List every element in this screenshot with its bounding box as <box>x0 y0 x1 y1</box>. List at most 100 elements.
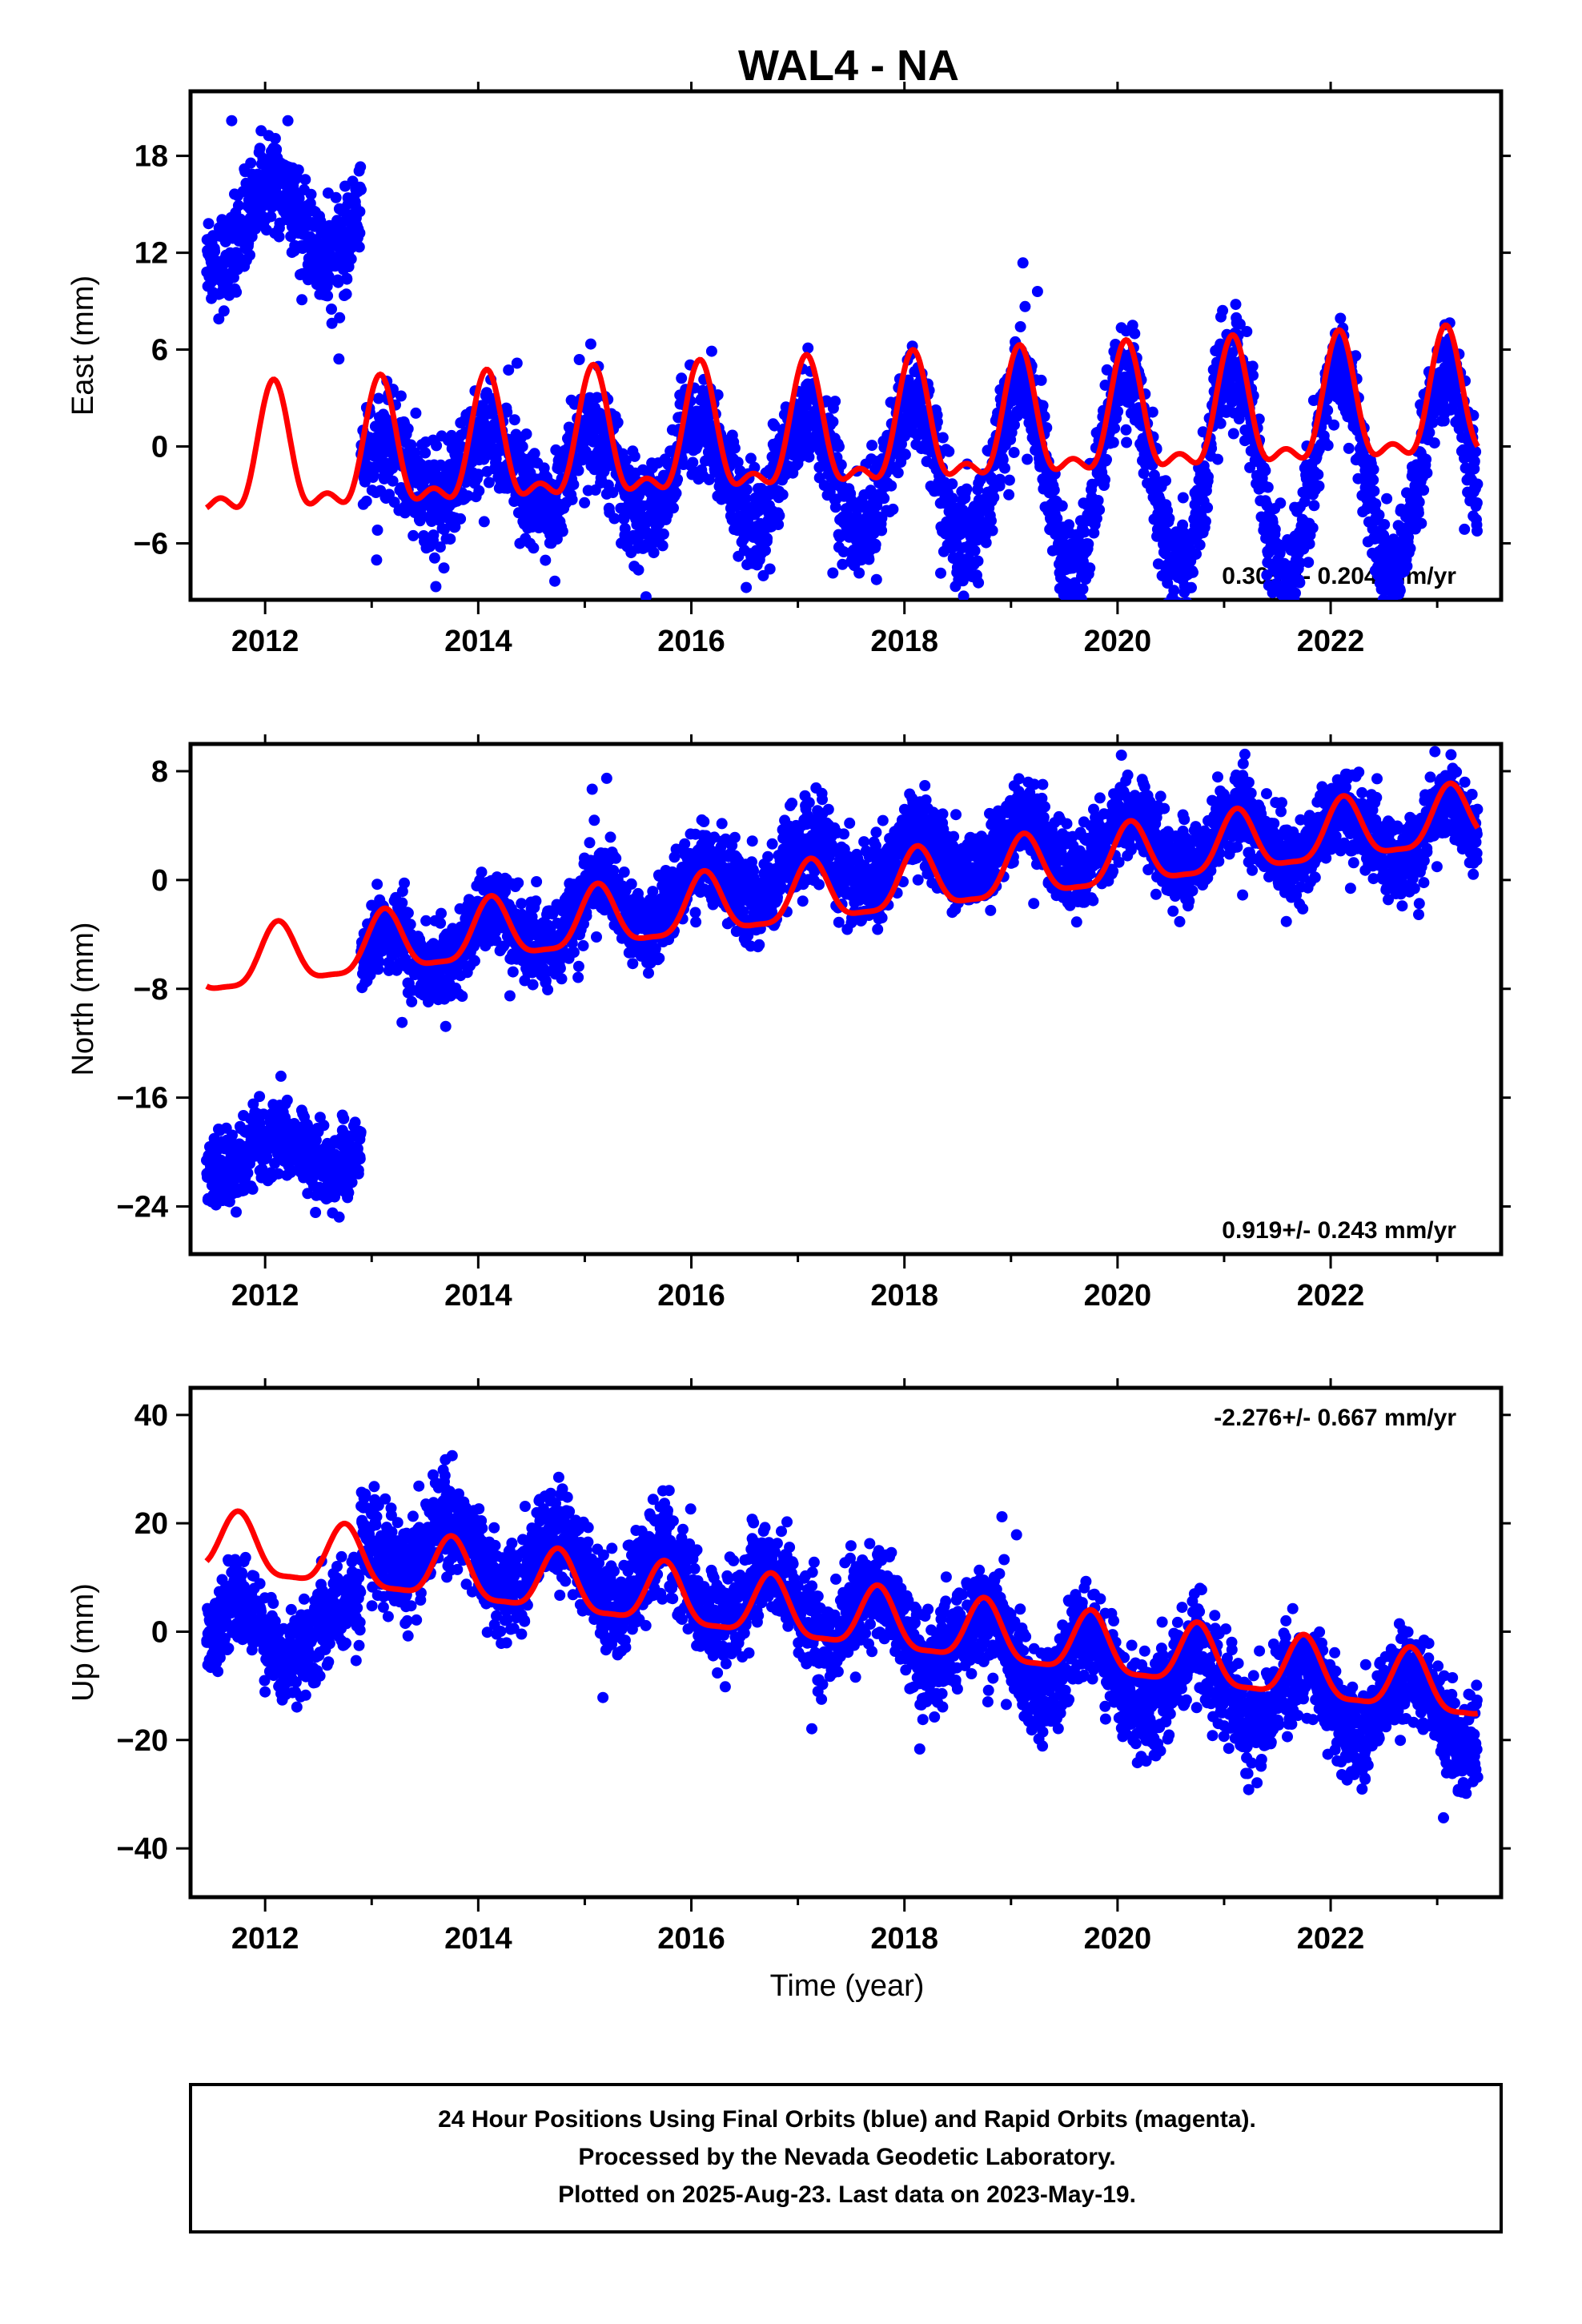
data-point <box>322 290 334 302</box>
y-tick-label: −8 <box>134 973 168 1007</box>
data-point <box>232 199 244 211</box>
data-point <box>1194 539 1206 551</box>
data-point <box>853 567 865 579</box>
rate-label: 0.305+/- 0.204 mm/yr <box>1222 563 1456 589</box>
data-point <box>1094 504 1106 516</box>
data-point <box>1459 523 1471 535</box>
data-point <box>584 338 596 350</box>
data-point <box>512 877 524 889</box>
data-point <box>292 164 304 176</box>
data-point <box>1312 468 1324 480</box>
data-point <box>511 357 523 369</box>
data-point <box>632 564 644 576</box>
data-point <box>1287 610 1298 621</box>
data-point <box>620 454 632 466</box>
data-point <box>1170 621 1181 632</box>
data-point <box>263 0 275 7</box>
y-tick-label: 0 <box>151 430 168 464</box>
data-point <box>1184 607 1195 618</box>
data-point <box>1212 453 1223 465</box>
data-point <box>1472 478 1484 490</box>
data-point <box>1276 624 1287 635</box>
data-point <box>1074 611 1085 622</box>
data-point <box>943 445 955 457</box>
data-point <box>282 115 294 127</box>
data-point <box>1322 440 1334 452</box>
data-point <box>355 161 367 173</box>
data-point <box>1177 492 1189 504</box>
data-point <box>540 554 552 566</box>
y-axis-label: East (mm) <box>66 275 100 416</box>
data-point <box>507 966 519 978</box>
y-axis-label: North (mm) <box>66 922 100 1076</box>
data-point <box>1160 475 1171 487</box>
data-point <box>216 214 228 226</box>
data-point <box>1401 561 1413 572</box>
data-point <box>866 440 878 452</box>
data-point <box>388 497 400 509</box>
data-point <box>265 211 277 223</box>
data-point <box>1277 618 1288 629</box>
data-point <box>628 450 640 462</box>
data-point <box>1370 498 1382 510</box>
data-point <box>863 553 875 565</box>
data-point <box>1412 507 1424 519</box>
data-point <box>478 516 490 528</box>
data-point <box>1172 597 1182 600</box>
data-point <box>305 188 317 200</box>
data-point <box>1112 405 1124 417</box>
data-point <box>245 157 257 169</box>
data-point <box>345 253 357 265</box>
data-point <box>254 143 266 155</box>
x-tick-label: 2016 <box>657 1279 725 1313</box>
data-point <box>503 364 515 376</box>
data-point <box>1202 501 1214 513</box>
data-point <box>741 581 753 593</box>
data-point <box>410 407 422 419</box>
data-point <box>1343 442 1355 454</box>
data-point <box>1282 610 1293 621</box>
data-point <box>1109 422 1121 434</box>
data-point <box>231 1206 242 1218</box>
data-point <box>568 479 580 491</box>
data-point <box>354 206 366 218</box>
data-point <box>870 573 882 585</box>
data-point <box>1275 497 1287 509</box>
data-point <box>1468 456 1480 467</box>
data-point <box>1176 627 1187 638</box>
data-point <box>835 459 847 471</box>
data-point <box>1170 610 1181 621</box>
data-point <box>1283 606 1295 617</box>
data-point <box>1313 480 1325 492</box>
data-point <box>293 192 305 204</box>
data-point <box>1056 500 1068 512</box>
data-point <box>1199 516 1211 527</box>
data-point <box>741 484 753 496</box>
data-point <box>1471 497 1483 509</box>
chart-title: WAL4 - NA <box>738 42 959 90</box>
data-point <box>1241 326 1253 337</box>
y-tick-label: 8 <box>151 755 168 789</box>
data-point <box>367 469 379 481</box>
data-point <box>508 414 520 426</box>
data-point <box>1264 601 1275 613</box>
data-point <box>402 907 414 919</box>
data-point <box>969 545 981 557</box>
data-point <box>444 533 456 545</box>
x-tick-label: 2016 <box>657 625 725 658</box>
data-point <box>1230 299 1242 311</box>
data-point <box>1170 602 1181 613</box>
x-tick-label: 2022 <box>1297 625 1365 658</box>
data-point <box>431 440 443 452</box>
data-point <box>972 555 984 567</box>
data-point <box>1368 485 1380 497</box>
data-point <box>1129 328 1141 340</box>
data-point <box>899 448 911 460</box>
data-point <box>837 546 849 557</box>
data-point <box>676 372 688 384</box>
data-point <box>769 420 781 432</box>
data-point <box>1279 609 1291 620</box>
plot-frame <box>188 89 1504 602</box>
data-point <box>729 442 741 454</box>
